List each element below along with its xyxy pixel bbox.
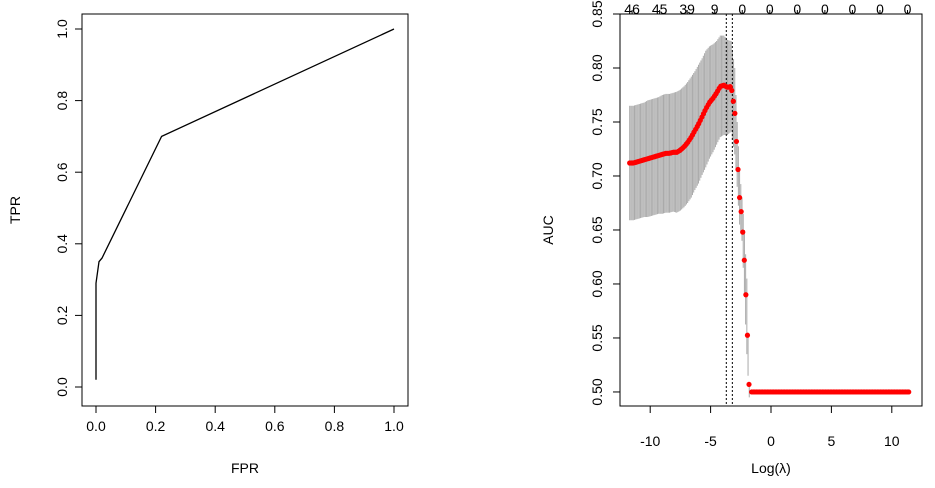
auc-point (740, 229, 746, 235)
auc-x-tick-label: 0 (767, 433, 775, 449)
auc-top-count-label: 0 (876, 1, 884, 17)
auc-x-tick-label: -10 (640, 433, 660, 449)
roc-y-tick-label: 0.8 (54, 91, 70, 111)
roc-x-tick-label: 0.6 (265, 418, 285, 434)
roc-y-tick-label: 1.0 (54, 19, 70, 39)
auc-y-tick-label: 0.80 (589, 54, 605, 81)
auc-y-tick-label: 0.70 (589, 162, 605, 189)
roc-x-axis-label: FPR (231, 460, 259, 476)
roc-y-tick-label: 0.4 (54, 234, 70, 254)
auc-y-axis: 0.50 0.55 0.60 0.65 0.70 0.75 0.80 0.85 (589, 0, 621, 406)
roc-plot-frame (81, 13, 409, 407)
roc-x-tick-label: 0.0 (86, 418, 106, 434)
auc-point (732, 110, 738, 116)
auc-y-tick-label: 0.60 (589, 270, 605, 297)
auc-top-count-label: 39 (679, 1, 695, 17)
auc-point (743, 292, 749, 298)
auc-top-count-label: 0 (904, 1, 912, 17)
auc-y-tick-label: 0.85 (589, 0, 605, 27)
roc-x-tick-label: 0.4 (205, 418, 225, 434)
auc-y-tick-label: 0.75 (589, 108, 605, 135)
auc-plot-frame (619, 13, 923, 407)
auc-top-count-label: 0 (766, 1, 774, 17)
auc-point (741, 257, 747, 263)
auc-y-tick-label: 0.50 (589, 378, 605, 405)
auc-points-group (627, 82, 912, 395)
roc-curve (95, 28, 395, 380)
auc-reference-lines (725, 14, 733, 406)
roc-x-tick-label: 0.2 (146, 418, 166, 434)
auc-point (738, 209, 744, 215)
auc-top-count-label: 0 (821, 1, 829, 17)
roc-y-axis: 0.0 0.2 0.4 0.6 0.8 1.0 (54, 19, 83, 397)
auc-point (744, 332, 751, 338)
auc-point (729, 87, 735, 94)
auc-top-count-label: 0 (738, 1, 746, 17)
auc-y-tick-label: 0.55 (589, 324, 605, 351)
roc-curve-group (95, 28, 395, 380)
auc-panel: 46 45 39 9 0 0 0 0 0 0 0 -10 -5 0 5 10 0.50 0.55 0.60 0.6… (540, 0, 923, 476)
auc-y-axis-label: AUC (540, 215, 556, 245)
auc-point (736, 194, 743, 201)
roc-x-tick-label: 0.8 (325, 418, 345, 434)
roc-x-tick-label: 1.0 (384, 418, 404, 434)
auc-y-tick-label: 0.65 (589, 216, 605, 243)
auc-top-count-label: 46 (624, 1, 640, 17)
roc-y-tick-label: 0.0 (54, 377, 70, 397)
auc-top-count-label: 0 (793, 1, 801, 17)
auc-top-count-label: 45 (652, 1, 668, 17)
auc-point (906, 389, 912, 395)
auc-point (730, 98, 736, 104)
auc-x-tick-label: 10 (884, 433, 900, 449)
auc-point (733, 138, 740, 145)
auc-x-axis: -10 -5 0 5 10 (640, 405, 900, 449)
auc-top-count-label: 0 (849, 1, 857, 17)
roc-x-axis: 0.0 0.2 0.4 0.6 0.8 1.0 (86, 405, 404, 434)
auc-x-tick-label: -5 (704, 433, 717, 449)
roc-panel: 0.0 0.2 0.4 0.6 0.8 1.0 0.0 0.2 0.4 0.6 0.8 1.0 FP… (7, 13, 409, 476)
roc-y-axis-label: TPR (7, 196, 23, 224)
auc-top-axis-counts: 46 45 39 9 0 0 0 0 0 0 0 (624, 1, 911, 17)
auc-x-tick-label: 5 (828, 433, 836, 449)
auc-point (746, 381, 752, 388)
auc-top-count-label: 9 (711, 1, 719, 17)
roc-y-tick-label: 0.2 (54, 305, 70, 325)
roc-y-tick-label: 0.6 (54, 162, 70, 182)
auc-point (735, 166, 741, 173)
auc-x-axis-label: Log(λ) (751, 460, 791, 476)
